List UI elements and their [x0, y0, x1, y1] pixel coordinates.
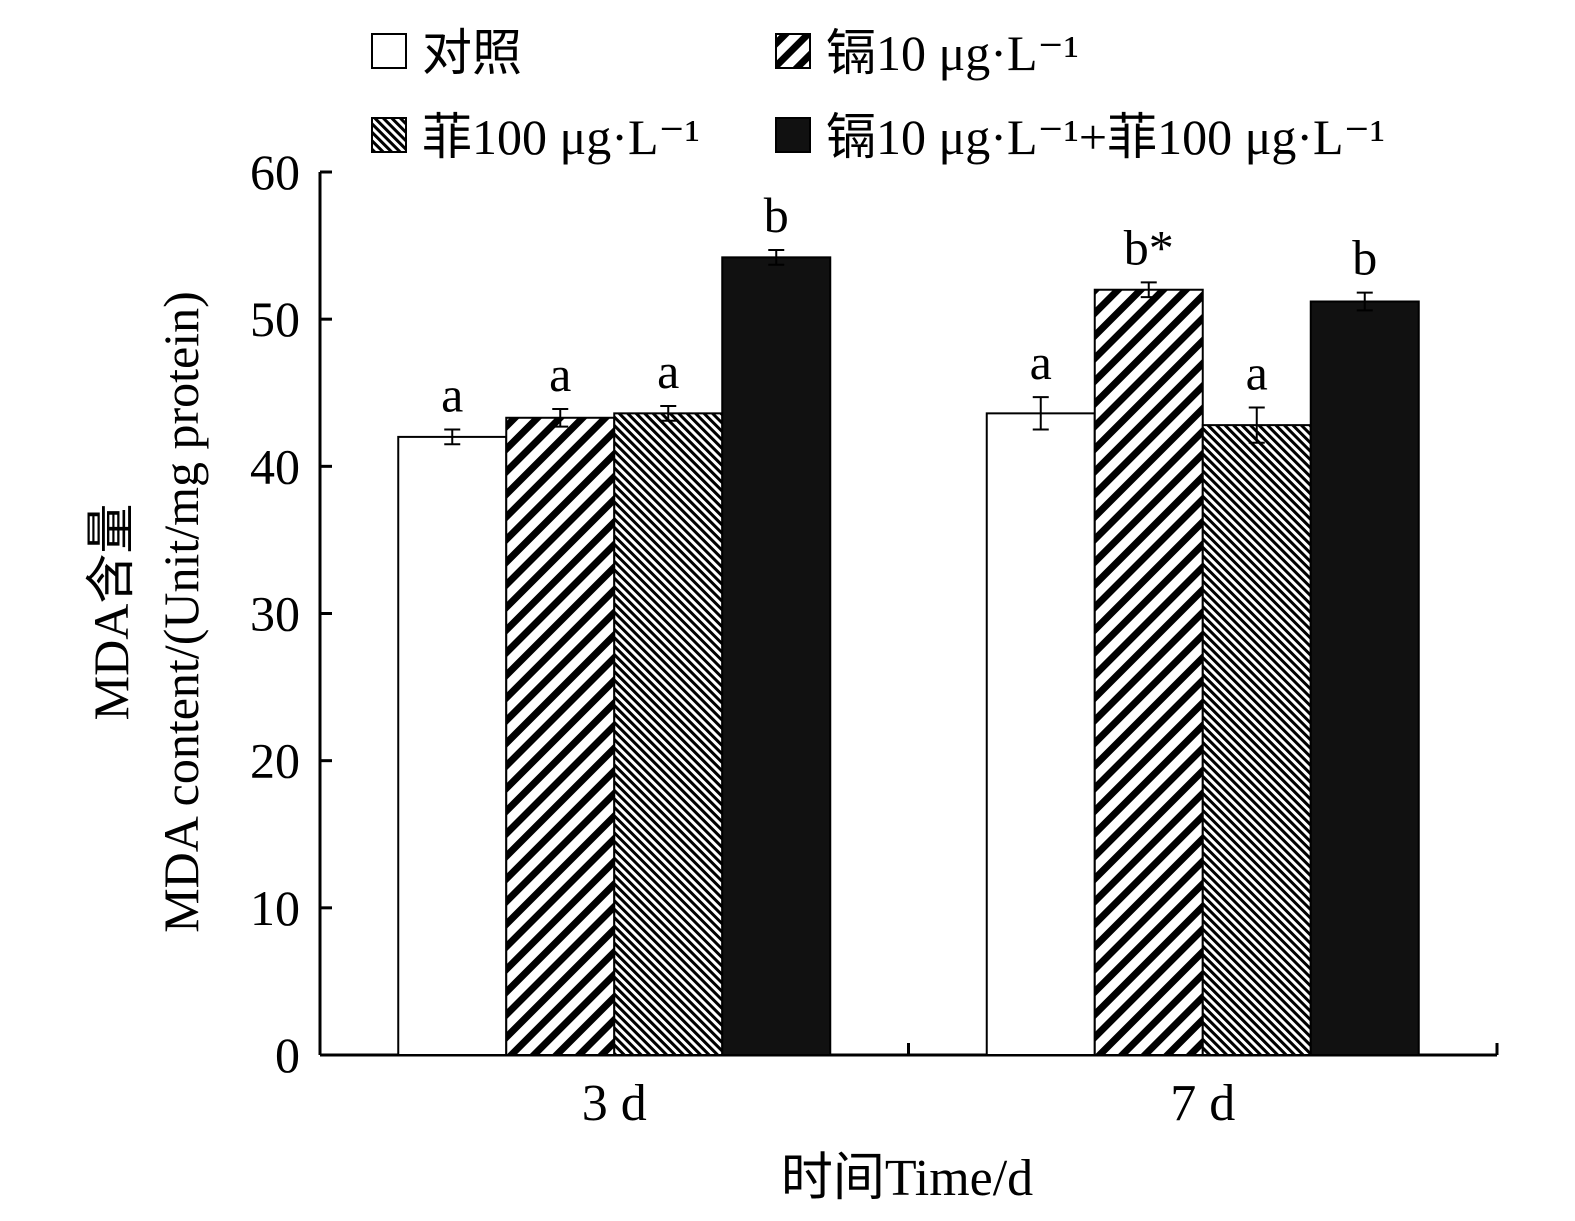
- legend-label: 镉10 μg·L⁻¹: [826, 25, 1079, 81]
- significance-label: a: [1246, 344, 1268, 400]
- y-tick-label: 40: [250, 438, 300, 494]
- error-bar: [768, 248, 785, 266]
- y-tick-label: 20: [250, 733, 300, 789]
- y-tick-label: 10: [250, 880, 300, 936]
- bar: [985, 412, 1096, 1056]
- legend: 对照 镉10 μg·L⁻¹ 菲100 μg·L⁻¹ 镉10 μg·L⁻¹+菲100 μ…: [371, 25, 1385, 165]
- legend-label: 菲100 μg·L⁻¹: [422, 109, 700, 165]
- error-bar: [1032, 396, 1049, 431]
- legend-label: 镉10 μg·L⁻¹+菲100 μg·L⁻¹: [826, 109, 1385, 165]
- legend-swatch: [371, 117, 407, 153]
- bar: [721, 256, 832, 1056]
- bar: [505, 416, 616, 1057]
- significance-label: a: [1030, 334, 1052, 390]
- bar: [1093, 288, 1204, 1056]
- x-tick-label: 7 d: [1170, 1075, 1235, 1132]
- bar: [1201, 424, 1312, 1057]
- significance-label: a: [657, 343, 679, 399]
- significance-label: b: [1352, 230, 1377, 286]
- y-tick-label: 50: [250, 291, 300, 347]
- error-bar: [1248, 406, 1265, 444]
- bar: [613, 412, 724, 1056]
- legend-item: 镉10 μg·L⁻¹: [775, 25, 1079, 81]
- significance-label: a: [441, 367, 463, 423]
- legend-swatch: [775, 33, 811, 69]
- x-tick-labels: 3 d 7 d: [582, 1075, 1236, 1132]
- bars: a a a b a b* a b: [397, 187, 1420, 1057]
- error-bar: [1356, 291, 1373, 312]
- y-tick-label: 30: [250, 586, 300, 642]
- legend-item: 对照: [371, 25, 522, 81]
- error-bar: [552, 407, 569, 428]
- legend-swatch: [371, 33, 407, 69]
- legend-swatch: [775, 117, 811, 153]
- bar: [1309, 300, 1420, 1056]
- significance-label: b*: [1124, 219, 1174, 275]
- y-axis-label-line2: MDA content/(Unit/mg protein): [153, 291, 209, 933]
- error-bar: [1140, 281, 1157, 299]
- y-axis-label-line1: MDA含量: [83, 504, 139, 721]
- axes: 0 10 20 30 40 50 60: [250, 144, 1499, 1083]
- significance-label: b: [764, 187, 789, 243]
- significance-label: a: [549, 346, 571, 402]
- y-axis-label: MDA含量 MDA content/(Unit/mg protein): [83, 291, 209, 933]
- x-tick-label: 3 d: [582, 1075, 647, 1132]
- bar: [397, 435, 508, 1056]
- legend-item: 菲100 μg·L⁻¹: [371, 109, 700, 165]
- x-axis-label: 时间Time/d: [781, 1150, 1033, 1207]
- error-bar: [444, 428, 461, 446]
- error-bar: [660, 404, 677, 422]
- legend-label: 对照: [422, 25, 522, 81]
- y-tick-label: 60: [250, 144, 300, 200]
- y-tick-label: 0: [275, 1027, 300, 1083]
- legend-item: 镉10 μg·L⁻¹+菲100 μg·L⁻¹: [775, 109, 1385, 165]
